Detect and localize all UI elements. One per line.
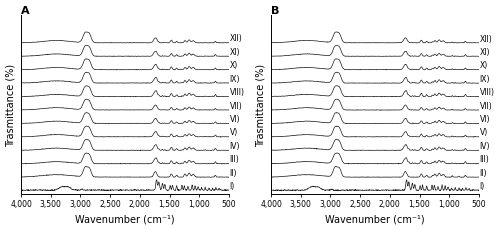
Text: II): II) [480,168,487,177]
Text: IV): IV) [230,141,240,150]
Text: I): I) [230,181,235,190]
Y-axis label: Trasmittance (%): Trasmittance (%) [6,64,16,147]
Text: VIII): VIII) [230,88,244,97]
Text: IX): IX) [480,74,490,84]
Text: II): II) [230,168,237,177]
Text: V): V) [230,128,238,137]
X-axis label: Wavenumber (cm⁻¹): Wavenumber (cm⁻¹) [325,213,425,224]
Text: X): X) [480,61,488,70]
Text: VI): VI) [480,114,490,123]
Text: III): III) [230,155,239,164]
Text: XII): XII) [230,34,242,43]
Text: VI): VI) [230,114,240,124]
Text: X): X) [230,61,238,70]
Text: IV): IV) [480,141,490,150]
Text: I): I) [480,181,485,190]
Text: III): III) [480,155,490,164]
Text: XII): XII) [480,34,492,43]
Text: A: A [21,5,29,16]
Text: VII): VII) [230,101,242,110]
X-axis label: Wavenumber (cm⁻¹): Wavenumber (cm⁻¹) [75,213,175,224]
Text: XI): XI) [230,48,240,57]
Text: IX): IX) [230,74,240,83]
Text: XI): XI) [480,48,490,57]
Y-axis label: Trasmittance (%): Trasmittance (%) [256,64,266,147]
Text: VIII): VIII) [480,88,494,97]
Text: VII): VII) [480,101,492,110]
Text: V): V) [480,128,488,137]
Text: B: B [271,5,280,16]
